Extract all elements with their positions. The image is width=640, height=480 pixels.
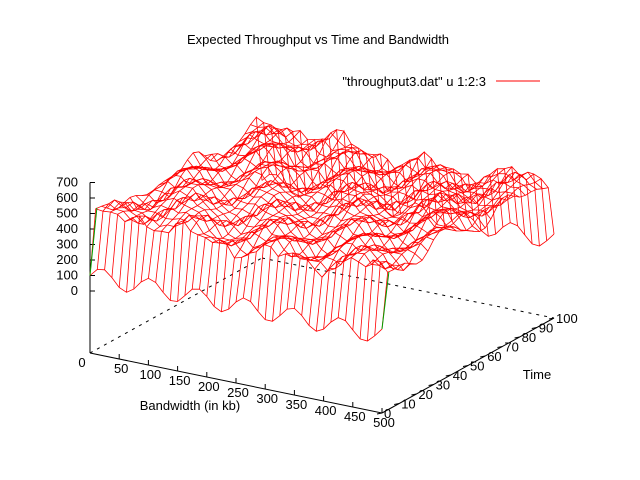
y-tick-label: 10	[401, 397, 415, 412]
surface-line-bandwidth	[250, 157, 423, 302]
surface-line-bandwidth	[184, 143, 358, 296]
surface-line-bandwidth	[96, 121, 270, 270]
surface-line-bandwidth	[148, 138, 321, 279]
z-tick-label: 600	[56, 190, 78, 205]
surface-line-time	[89, 268, 383, 342]
y-tick-label: 40	[453, 368, 467, 383]
surface-line-bandwidth	[315, 183, 489, 332]
y-tick-mark	[428, 384, 434, 386]
y-tick-label: 50	[470, 359, 484, 374]
y-tick-label: 100	[556, 311, 578, 326]
x-tick-label: 450	[344, 409, 366, 424]
z-tick-label: 400	[56, 221, 78, 236]
surface-line-bandwidth	[228, 168, 402, 310]
z-tick-label: 0	[71, 283, 78, 298]
y-tick-mark	[445, 374, 451, 377]
y-tick-label: 20	[418, 387, 432, 402]
surface-line-bandwidth	[104, 124, 277, 270]
floor-edge-back	[89, 257, 263, 354]
surface-line-bandwidth	[199, 151, 372, 290]
x-tick-label: 150	[169, 373, 191, 388]
surface-line-bandwidth	[367, 171, 540, 342]
surface-line-bandwidth	[359, 171, 533, 339]
y-tick-mark	[480, 355, 486, 358]
surface-line-bandwidth	[345, 165, 518, 321]
surface-line-bandwidth	[330, 167, 504, 323]
surface-line-bandwidth	[294, 172, 467, 309]
surface-line-bandwidth	[89, 116, 263, 276]
surface-line-bandwidth	[308, 180, 482, 326]
surface-line-bandwidth	[301, 173, 475, 316]
surface-line-bandwidth	[213, 153, 387, 307]
z-tick-label: 300	[56, 237, 78, 252]
y-tick-label: 80	[522, 330, 536, 345]
surface-line-bandwidth	[162, 138, 336, 293]
y-tick-mark	[514, 336, 520, 339]
z-tick-label: 500	[56, 206, 78, 221]
surface-line-bandwidth	[323, 173, 496, 330]
x-tick-label: 100	[140, 367, 162, 382]
surface-line-bandwidth	[374, 178, 548, 336]
x-tick-label: 500	[373, 415, 395, 430]
y-tick-mark	[394, 403, 400, 405]
y-tick-mark	[548, 317, 555, 320]
surface-line-bandwidth	[242, 159, 416, 298]
surface-line-bandwidth	[381, 187, 555, 330]
y-tick-label: 90	[539, 321, 553, 336]
surface-line-time	[244, 127, 538, 194]
x-tick-label: 0	[78, 355, 85, 370]
y-tick-label: 0	[384, 406, 391, 421]
surface-line-bandwidth	[169, 129, 343, 301]
y-axis-label: Time	[523, 367, 551, 382]
surface-line-bandwidth	[272, 166, 445, 322]
surface-line-bandwidth	[126, 127, 299, 293]
legend: "throughput3.dat" u 1:2:3	[342, 74, 540, 89]
x-tick-label: 400	[315, 403, 337, 418]
surface-line-bandwidth	[140, 138, 314, 283]
surface-line-bandwidth	[191, 147, 365, 290]
surface-underside-edge	[381, 271, 390, 330]
surface-line-bandwidth	[177, 129, 350, 302]
y-tick-mark	[462, 365, 469, 367]
x-axis-label: Bandwidth (in kb)	[140, 398, 240, 413]
y-tick-mark	[531, 327, 537, 329]
surface-line-bandwidth	[235, 164, 409, 303]
x-tick-label: 200	[198, 379, 220, 394]
y-tick-label: 60	[487, 349, 501, 364]
x-tick-label: 350	[286, 397, 308, 412]
surface-line-bandwidth	[352, 173, 526, 331]
surface-line-bandwidth	[155, 138, 329, 283]
y-tick-label: 30	[436, 378, 450, 393]
surface-mesh	[89, 116, 555, 342]
surface-line-bandwidth	[221, 158, 394, 312]
y-tick-mark	[497, 346, 503, 348]
y-tick-label: 70	[504, 340, 518, 355]
x-tick-label: 250	[227, 385, 249, 400]
x-tick-label: 300	[256, 391, 278, 406]
legend-label: "throughput3.dat" u 1:2:3	[342, 74, 486, 89]
surface-underside-edge	[89, 207, 98, 276]
surface-line-bandwidth	[118, 125, 292, 288]
tick-labels: 0 50 100 150 200 250 300 350 400 450 5000102030405…	[56, 175, 577, 431]
surface-line-bandwidth	[206, 150, 380, 297]
floor-edge-far	[261, 257, 555, 319]
surface-line-bandwidth	[257, 151, 431, 312]
z-tick-label: 200	[56, 252, 78, 267]
y-tick-mark	[376, 412, 383, 415]
y-tick-mark	[411, 393, 417, 396]
chart-title: Expected Throughput vs Time and Bandwidt…	[187, 32, 449, 47]
surface-line-bandwidth	[286, 168, 460, 310]
surface-line-bandwidth	[111, 129, 285, 278]
z-tick-label: 700	[56, 175, 78, 190]
z-tick-label: 100	[56, 268, 78, 283]
surface-line-bandwidth	[279, 164, 453, 316]
x-tick-label: 50	[114, 361, 128, 376]
